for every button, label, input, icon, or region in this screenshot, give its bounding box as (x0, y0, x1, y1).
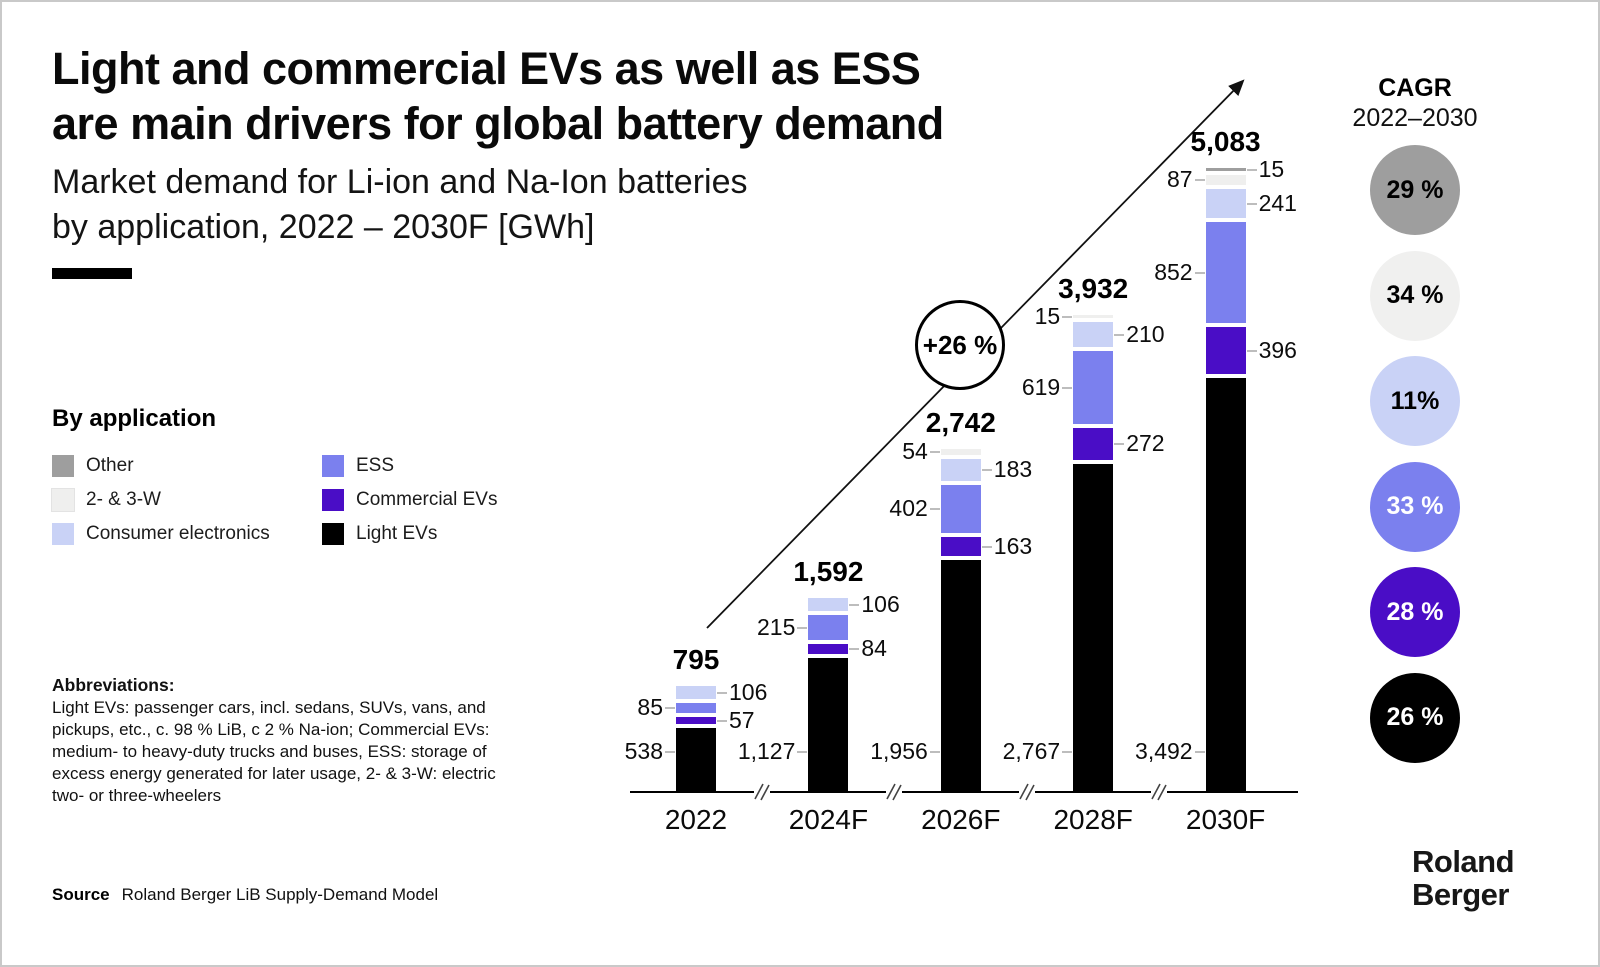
axis-break-marks (754, 783, 1167, 801)
cagr-subtitle: 2022–2030 (1352, 104, 1478, 132)
abbreviations-title: Abbreviations: (52, 675, 175, 695)
subtitle-line-2: by application, 2022 – 2030F [GWh] (52, 207, 595, 246)
legend-title: By application (52, 405, 217, 432)
source-line: Source Roland Berger LiB Supply-Demand Mo… (52, 885, 438, 905)
abbreviations-text: Light EVs: passenger cars, incl. sedans,… (52, 698, 496, 805)
abbreviations-block: Abbreviations: Light EVs: passenger cars… (52, 674, 530, 807)
growth-annotation-bubble: +26 % (915, 300, 1005, 390)
title-underline-bar (52, 268, 132, 279)
title-line-2: are main drivers for global battery dema… (52, 97, 944, 149)
title-line-1: Light and commercial EVs as well as ESS (52, 43, 921, 94)
page-title: Light and commercial EVs as well as ESS … (52, 42, 1102, 152)
logo-line-1: Roland (1412, 844, 1515, 879)
source-text: Roland Berger LiB Supply-Demand Model (121, 885, 439, 904)
chart-subtitle: Market demand for Li-ion and Na-Ion batt… (52, 160, 1052, 250)
logo-line-2: Berger (1412, 877, 1509, 912)
roland-berger-logo: Roland Berger (1412, 844, 1515, 912)
subtitle-line-1: Market demand for Li-ion and Na-Ion batt… (52, 163, 748, 201)
source-label: Source (52, 885, 110, 904)
cagr-title: CAGR (1378, 74, 1452, 102)
